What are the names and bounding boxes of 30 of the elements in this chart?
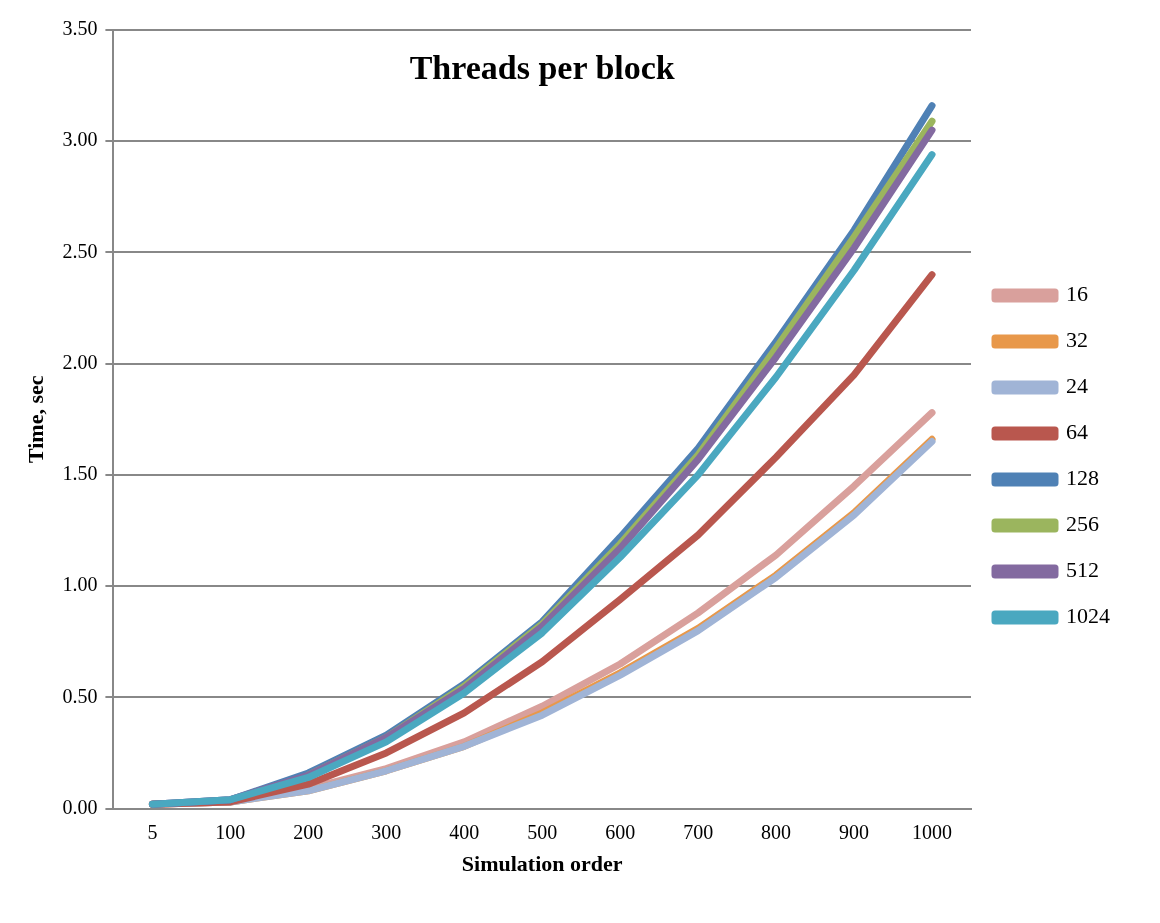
x-axis-title: Simulation order — [461, 851, 623, 877]
y-tick-label: 1.00 — [62, 573, 98, 596]
x-tick-label: 800 — [761, 820, 792, 843]
y-tick-label: 3.00 — [62, 128, 98, 151]
x-tick-label: 200 — [293, 820, 324, 843]
y-tick-label: 2.50 — [62, 239, 98, 262]
y-axis-title: Time, sec — [22, 375, 48, 464]
legend-label: 256 — [1066, 511, 1099, 537]
text: Threads per block — [409, 48, 675, 86]
x-tick-label: 100 — [215, 820, 246, 843]
legend-label: 24 — [1066, 373, 1088, 399]
x-tick-label: 300 — [371, 820, 402, 843]
legend-label: 32 — [1066, 327, 1088, 353]
legend-label: 1024 — [1066, 603, 1110, 629]
y-tick-label: 3.50 — [62, 17, 98, 40]
y-tick-label: 2.00 — [62, 350, 98, 373]
x-tick-label: 1000 — [912, 820, 953, 843]
legend-label: 16 — [1066, 281, 1088, 307]
legend-label: 512 — [1066, 557, 1099, 583]
legend-label: 64 — [1066, 419, 1088, 445]
x-tick-label: 700 — [683, 820, 714, 843]
x-tick-label: 600 — [605, 820, 636, 843]
x-tick-label: 5 — [147, 820, 158, 843]
legend-label: 128 — [1066, 465, 1099, 491]
x-tick-label: 500 — [527, 820, 558, 843]
y-tick-label: 0.50 — [62, 684, 98, 707]
y-tick-label: 0.00 — [62, 795, 98, 818]
x-tick-label: 400 — [449, 820, 480, 843]
x-tick-label: 900 — [839, 820, 870, 843]
y-tick-label: 1.50 — [62, 462, 98, 485]
